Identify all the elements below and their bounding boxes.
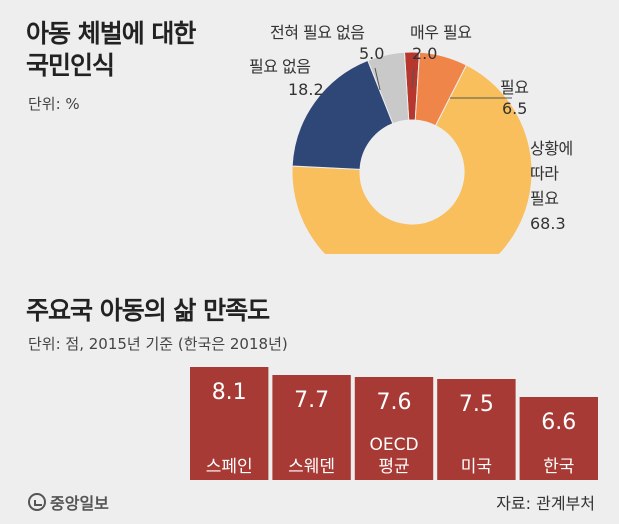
bar-1 — [272, 375, 351, 480]
slice-label-not-needed-at-all: 전혀 필요 없음 — [270, 23, 365, 42]
donut-slice-3 — [291, 59, 394, 170]
pie-chart-title-line1: 아동 체벌에 대한 — [26, 19, 196, 48]
slice-value-not-needed: 18.2 — [288, 80, 324, 99]
bar-chart-title: 주요국 아동의 삶 만족도 — [26, 296, 270, 325]
source-note: 자료: 관계부처 — [496, 494, 595, 513]
bar-value-label-2: 7.6 — [377, 390, 412, 415]
logo-icon — [28, 493, 46, 511]
bar-category-label-1-0: 스웨덴 — [288, 457, 335, 477]
bar-2 — [354, 377, 434, 480]
slice-label-needed: 필요 — [500, 78, 529, 97]
slice-label-depends-line3: 필요 — [530, 189, 559, 208]
bar-category-label-2-1: 평균 — [378, 457, 409, 477]
bar-value-label-3: 7.5 — [459, 392, 494, 417]
slice-label-depends-line1: 상황에 — [530, 139, 573, 158]
slice-label-depends-line2: 따라 — [530, 164, 559, 183]
bar-3 — [437, 379, 516, 480]
bar-chart-unit: 단위: 점, 2015년 기준 (한국은 2018년) — [28, 335, 288, 353]
pie-chart-title-line2: 국민인식 — [26, 51, 115, 80]
slice-label-not-needed: 필요 없음 — [249, 57, 311, 76]
leader-line-1 — [374, 67, 381, 91]
donut-slice-2 — [291, 64, 533, 260]
bar-category-label-2-0: OECD — [369, 435, 418, 455]
slice-value-very-needed: 2.0 — [412, 44, 438, 63]
slice-label-very-needed: 매우 필요 — [410, 23, 472, 42]
publisher-logo-text: 중앙일보 — [50, 494, 109, 513]
publisher-logo: 중앙일보 — [28, 490, 109, 514]
bar-value-label-4: 6.6 — [541, 410, 576, 435]
bar-0 — [190, 367, 269, 480]
bar-value-label-1: 7.7 — [294, 388, 329, 413]
bar-value-label-0: 8.1 — [212, 380, 247, 405]
pie-chart-title: 아동 체벌에 대한 국민인식 — [26, 18, 196, 82]
donut-slice-4 — [367, 51, 410, 125]
donut-chart — [0, 51, 619, 260]
leader-line-0 — [411, 67, 415, 89]
bar-category-label-0-0: 스페인 — [206, 457, 253, 477]
donut-cutoff — [0, 254, 619, 260]
slice-value-not-needed-at-all: 5.0 — [359, 44, 385, 63]
bar-category-label-3-0: 미국 — [461, 457, 492, 477]
slice-value-needed: 6.5 — [502, 99, 528, 118]
slice-value-depends: 68.3 — [530, 214, 566, 233]
bar-category-label-4-0: 한국 — [543, 457, 574, 477]
pie-chart-unit: 단위: % — [28, 95, 80, 113]
bar-4 — [519, 397, 598, 480]
